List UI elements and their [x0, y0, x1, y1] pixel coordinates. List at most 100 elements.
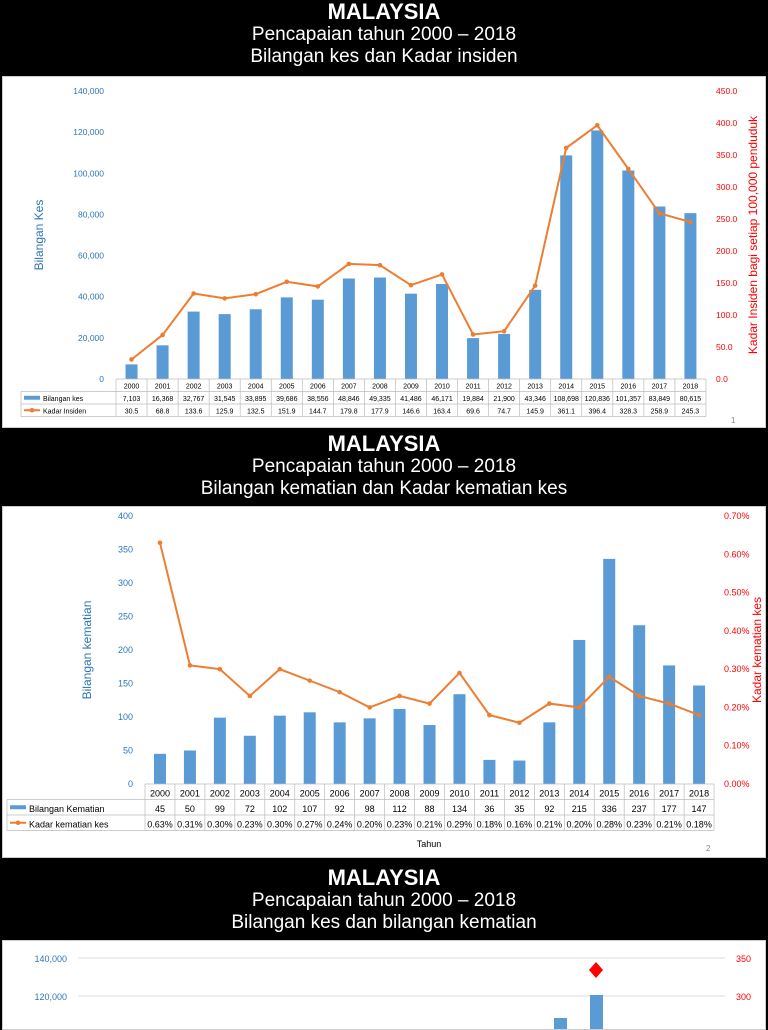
data-label: 0.24% — [327, 820, 353, 830]
data-label: 7,103 — [123, 396, 141, 403]
bar — [498, 333, 511, 379]
x-tick-label: 2013 — [539, 789, 559, 799]
data-label: 245.3 — [682, 409, 700, 416]
line-point — [222, 296, 227, 301]
data-label: 45 — [155, 804, 165, 814]
x-tick-label: 2003 — [217, 384, 233, 391]
bar — [560, 155, 573, 379]
data-label: 32,767 — [183, 396, 205, 403]
x-tick-label: 2006 — [330, 789, 350, 799]
bar — [684, 213, 697, 379]
data-label: 92 — [335, 804, 345, 814]
y-tick-label: 120,000 — [34, 992, 67, 1002]
data-label: 258.9 — [651, 409, 669, 416]
y-tick-label: 100 — [118, 712, 133, 722]
line-point — [688, 219, 693, 225]
bar — [249, 309, 262, 379]
data-label: 328.3 — [620, 409, 638, 416]
x-tick-label: 2010 — [449, 789, 469, 799]
data-label: 146.6 — [402, 409, 420, 416]
x-tick-label: 2000 — [150, 789, 170, 799]
bar — [467, 338, 480, 379]
data-label: 69.6 — [466, 409, 480, 416]
y-tick-label: 250 — [118, 612, 133, 622]
data-label: 0.31% — [177, 820, 203, 830]
y2-tick-label: 450.0 — [716, 86, 738, 96]
bar — [436, 284, 449, 379]
line-point — [470, 332, 476, 337]
x-tick-label: 2016 — [629, 789, 649, 799]
y-tick-label: 350 — [118, 545, 133, 555]
data-label: 0.28% — [596, 820, 622, 830]
data-label: 49,335 — [369, 396, 391, 403]
data-label: 99 — [215, 804, 225, 814]
line-point — [129, 357, 134, 362]
bar — [303, 712, 316, 784]
x-tick-label: 2005 — [300, 789, 320, 799]
x-tick-label: 2008 — [390, 789, 410, 799]
data-label: 134 — [452, 804, 467, 814]
y-tick-label: 100,000 — [73, 168, 104, 178]
y-tick-label: 120,000 — [73, 127, 104, 137]
data-label: 0.23% — [237, 820, 263, 830]
data-label: 0.21% — [537, 820, 563, 830]
legend-label: Kadar Insiden — [43, 409, 86, 416]
bar — [543, 722, 556, 784]
slide-subtitle: Bilangan kes dan bilangan kematian — [231, 912, 537, 933]
y-tick-label: 0 — [99, 374, 104, 384]
x-tick-label: 2002 — [186, 384, 202, 391]
y2-tick-label: 300 — [736, 992, 751, 1002]
line-point — [576, 705, 582, 710]
line-point — [696, 712, 702, 718]
data-label: 102 — [272, 804, 287, 814]
line-point — [367, 705, 372, 710]
data-label: 0.21% — [656, 820, 682, 830]
data-label: 98 — [365, 804, 375, 814]
data-label: 72 — [245, 804, 255, 814]
line-point — [606, 674, 612, 680]
data-label: 0.27% — [297, 820, 323, 830]
data-label: 41,486 — [400, 396, 422, 403]
bar — [573, 639, 586, 784]
line-point — [247, 693, 253, 699]
bar — [218, 314, 231, 379]
y-tick-label: 60,000 — [78, 251, 104, 261]
x-tick-label: 2012 — [509, 789, 529, 799]
slide-subtitle: Pencapaian tahun 2000 – 2018 — [251, 890, 517, 911]
line-point — [157, 540, 163, 546]
legend-label: Bilangan kes — [43, 396, 84, 403]
data-label: 92 — [544, 804, 554, 814]
bar — [373, 277, 386, 379]
x-tick-label: 2001 — [155, 384, 171, 391]
line-point — [160, 332, 165, 338]
y2-axis-label: Kadar kematian kes — [750, 597, 764, 703]
bar — [273, 715, 286, 784]
slide1-header: MALAYSIA Pencapaian tahun 2000 – 2018 Bi… — [0, 0, 768, 75]
legend-label: Bilangan Kematian — [29, 804, 105, 814]
y-tick-label: 50 — [123, 746, 133, 756]
line-point — [408, 282, 414, 288]
x-tick-label: 2014 — [569, 789, 589, 799]
slide-subtitle: Bilangan kes dan Kadar insiden — [250, 46, 518, 67]
data-label: 133.6 — [185, 409, 203, 416]
line-point — [636, 693, 642, 699]
x-axis-label: Tahun — [417, 839, 442, 849]
data-label: 107 — [302, 804, 317, 814]
line-point — [626, 166, 631, 172]
x-tick-label: 2004 — [248, 384, 264, 391]
data-label: 237 — [632, 804, 647, 814]
line-point — [427, 701, 432, 706]
bar — [453, 694, 466, 784]
line-point — [532, 283, 538, 288]
y2-tick-label: 0.70% — [724, 511, 750, 521]
line-point — [277, 666, 283, 672]
line-point — [501, 328, 507, 334]
y2-tick-label: 400.0 — [716, 118, 738, 128]
line-point — [594, 123, 600, 128]
chart1-panel: 0 20,000 40,000 60,000 80,000 100,000 120,000 1… — [2, 76, 766, 428]
y-tick-label: 200 — [118, 645, 133, 655]
data-label: 16,368 — [152, 396, 174, 403]
line-point — [315, 284, 321, 289]
data-label: 83,849 — [649, 396, 671, 403]
legend-label: Kadar kematian kes — [29, 820, 109, 830]
